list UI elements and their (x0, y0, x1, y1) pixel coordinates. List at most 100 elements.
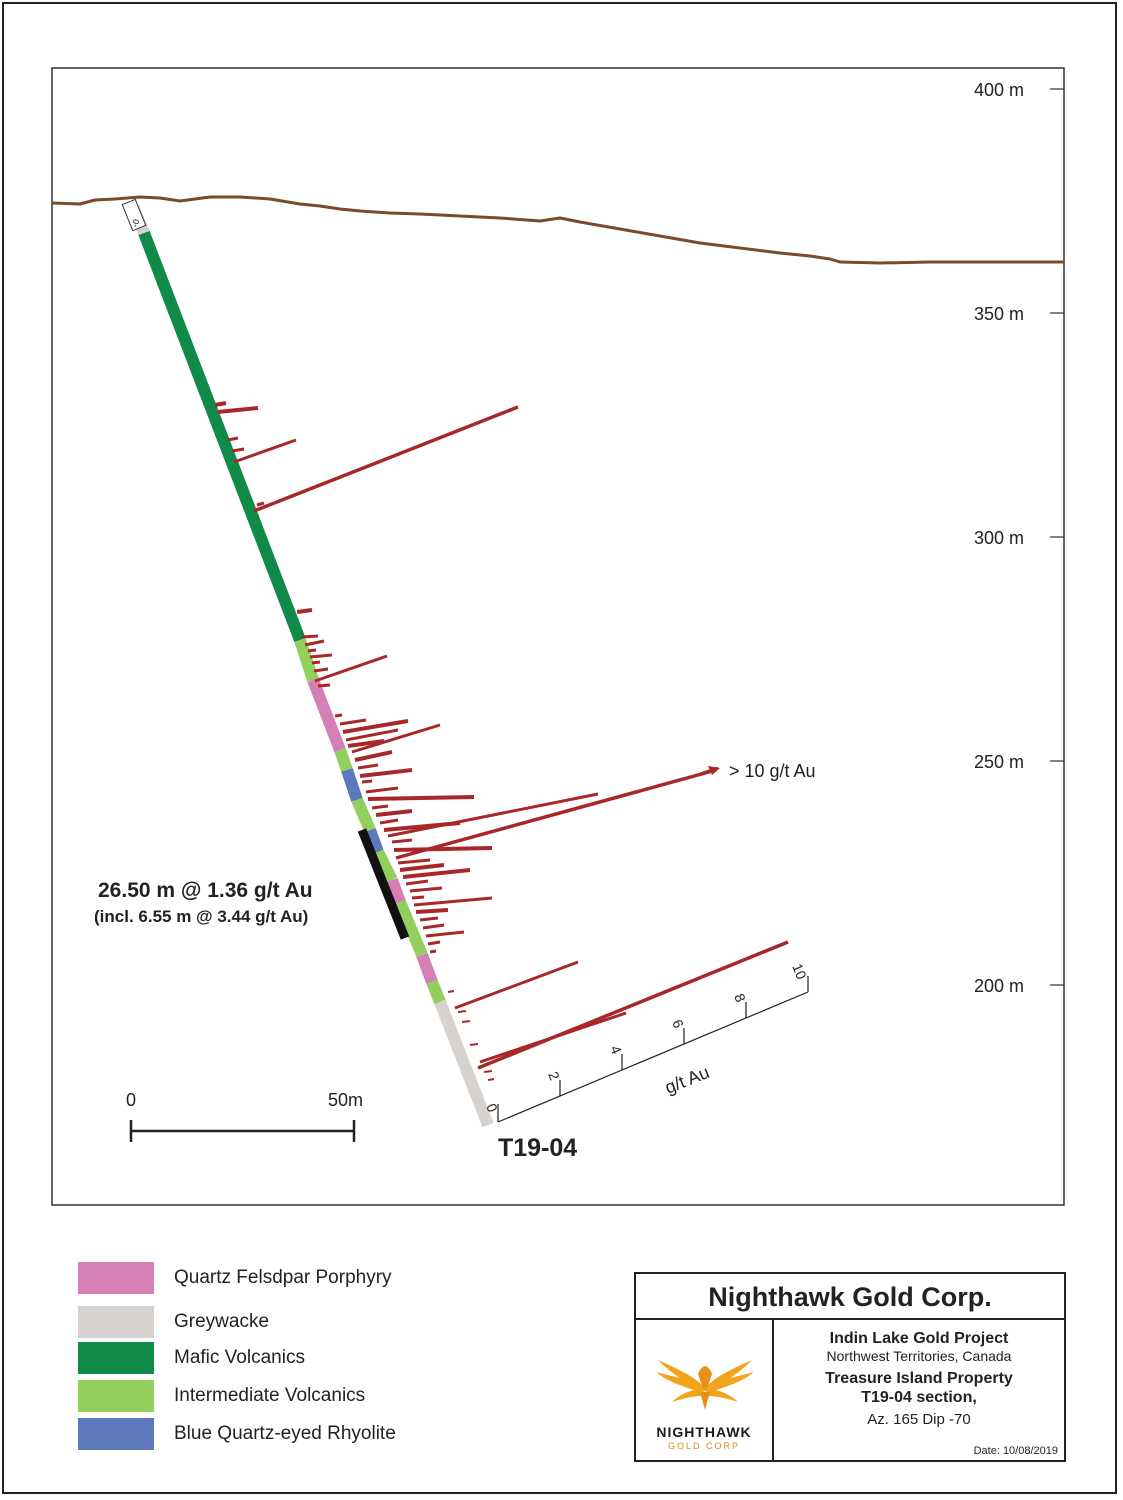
elevation-label-400: 400 m (974, 80, 1024, 100)
assay-bar (411, 895, 425, 900)
collar-label: -0 (129, 218, 141, 229)
assay-bar (422, 923, 445, 930)
assay-bar (361, 779, 373, 784)
scale-bar: 0 50m (126, 1090, 363, 1142)
assay-bar (477, 940, 789, 1070)
grade-axis: 0 2 4 6 8 10 g/t Au (483, 961, 810, 1123)
assay-bar (454, 960, 579, 1010)
lith-blue-quartz-rhyolite (341, 768, 363, 802)
logo-subtext: GOLD CORP (667, 1441, 740, 1451)
plot-frame (51, 67, 1065, 1206)
assay-bar (367, 795, 475, 801)
intercept-sub-label: (incl. 6.55 m @ 3.44 g/t Au) (94, 907, 308, 926)
assay-bar (304, 639, 325, 647)
intercept-label: 26.50 m @ 1.36 g/t Au (98, 879, 313, 902)
assay-bar (311, 660, 321, 665)
drill-hole-trace: -0 (121, 198, 494, 1128)
assay-bar (342, 719, 409, 734)
assay-bar (397, 858, 431, 865)
assay-bar (371, 804, 389, 810)
assay-bar (469, 1043, 479, 1046)
assay-bar (447, 990, 455, 993)
assay-bar (405, 879, 429, 886)
assay-bar (391, 838, 413, 844)
scale-start-label: 0 (126, 1090, 136, 1110)
assay-bar (461, 1020, 471, 1023)
date-label: Date: 10/08/2019 (973, 1445, 1058, 1458)
legend-label: Blue Quartz-eyed Rhyolite (174, 1423, 396, 1444)
lith-mafic-volcanics (138, 230, 306, 643)
company-logo: NIGHTHAWK GOLD CORP (636, 1320, 774, 1460)
assay-bar (409, 886, 443, 893)
azimuth-dip: Az. 165 Dip -70 (867, 1411, 971, 1429)
elevation-label-300: 300 m (974, 528, 1024, 548)
assay-bar (415, 908, 449, 914)
assay-bar (256, 501, 265, 507)
legend-swatch (78, 1380, 154, 1412)
assay-bar (314, 654, 388, 683)
assay-bar (309, 653, 333, 659)
elevation-label-200: 200 m (974, 976, 1024, 996)
logo-wordmark: NIGHTHAWK (656, 1424, 752, 1440)
assay-bar (307, 648, 317, 653)
company-name: Nighthawk Gold Corp. (636, 1274, 1064, 1320)
assay-bar (479, 1011, 627, 1064)
high-grade-label: > 10 g/t Au (729, 761, 816, 781)
section-name: T19-04 section, (861, 1388, 977, 1406)
assay-bar (217, 406, 259, 414)
assay-bar (457, 1010, 467, 1013)
assay-bar (233, 438, 297, 464)
legend-label: Mafic Volcanics (174, 1347, 305, 1368)
legend-item-greywacke: Greywacke (78, 1306, 269, 1338)
hole-id-label: T19-04 (498, 1134, 577, 1162)
lith-intermediate-volcanics (294, 638, 319, 682)
project-name: Indin Lake Gold Project (829, 1330, 1009, 1347)
legend-item-mafic: Mafic Volcanics (78, 1342, 305, 1374)
intercept-bar (357, 828, 410, 940)
assay-bar (487, 1078, 495, 1081)
legend-label: Intermediate Volcanics (174, 1385, 366, 1406)
assay-bar (379, 818, 399, 825)
assay-bar (413, 896, 493, 907)
assay-bar (402, 868, 471, 879)
assay-bar (214, 401, 227, 407)
project-region: Northwest Territories, Canada (826, 1348, 1012, 1365)
assay-bar (296, 608, 313, 614)
legend-item-rhyolite: Blue Quartz-eyed Rhyolite (78, 1418, 396, 1450)
legend-label: Quartz Felsdpar Porphyry (174, 1267, 392, 1288)
assay-bar (419, 916, 439, 922)
assay-bar (395, 768, 717, 860)
assay-bar (253, 405, 519, 513)
assay-bar (357, 763, 379, 770)
elevation-label-350: 350 m (974, 304, 1024, 324)
project-info: Indin Lake Gold Project Northwest Territ… (774, 1320, 1064, 1460)
assay-bar (354, 750, 393, 762)
assay-bar (301, 634, 319, 639)
assay-bar (359, 768, 413, 778)
assay-bar (375, 809, 413, 817)
high-grade-arrow (699, 766, 720, 776)
assay-bar (425, 930, 465, 938)
assay-bar (313, 667, 329, 673)
legend-swatch (78, 1306, 154, 1338)
scale-end-label: 50m (328, 1090, 363, 1110)
grade-tick-10: 10 (789, 961, 810, 982)
legend-label: Greywacke (174, 1311, 270, 1332)
grade-axis-title: g/t Au (662, 1062, 712, 1098)
assay-bar (399, 863, 445, 872)
assay-bars (214, 401, 789, 1081)
legend-item-intermediate: Intermediate Volcanics (78, 1380, 365, 1412)
assay-bar (231, 447, 245, 453)
lith-greywacke (434, 999, 494, 1128)
assay-bar (365, 786, 399, 794)
assay-bar (339, 718, 367, 726)
elevation-axis: 400 m 350 m 300 m 250 m 200 m (974, 80, 1064, 996)
title-block: Nighthawk Gold Corp. NIGHTHAWK GOLD CORP… (634, 1272, 1066, 1462)
assay-bar (351, 723, 441, 754)
topography-line (51, 195, 1064, 265)
assay-bar (483, 1070, 493, 1073)
assay-bar (387, 792, 599, 838)
hawk-icon (656, 1360, 754, 1410)
